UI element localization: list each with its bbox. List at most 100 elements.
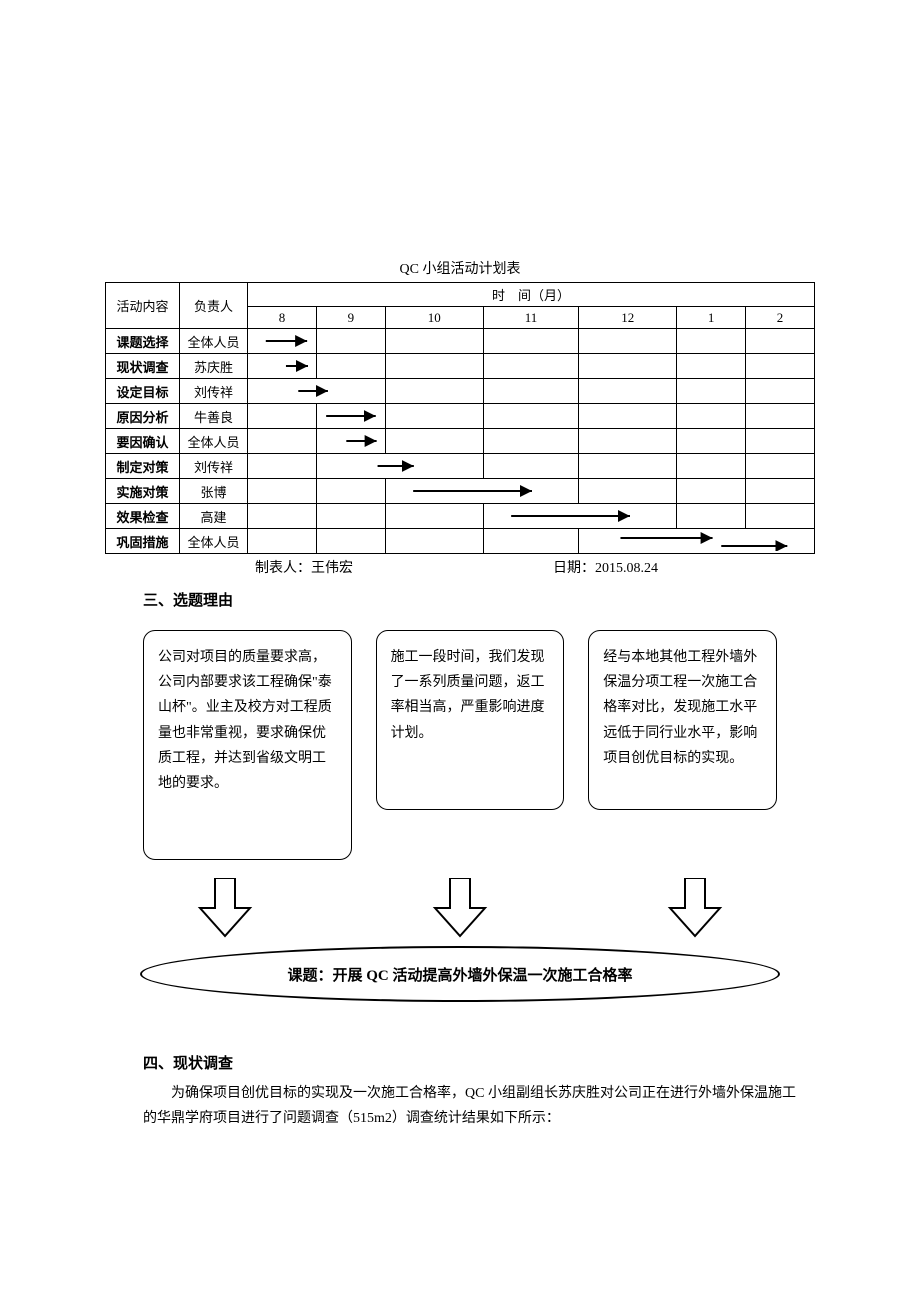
col-activity: 活动内容 [106,283,180,329]
month-header: 9 [316,307,385,329]
reason-box-3: 经与本地其他工程外墙外保温分项工程一次施工合格率对比，发现施工水平远低于同行业水… [588,630,777,810]
gantt-cell [579,404,677,429]
gantt-cell [677,379,746,404]
gantt-cell [746,504,815,529]
person-cell: 苏庆胜 [180,354,248,379]
down-arrow-icon [195,878,255,938]
gantt-cell [316,354,385,379]
col-time: 时 间（月） [248,283,815,307]
gantt-cell [316,529,385,554]
gantt-cell [316,329,385,354]
down-arrows-row [195,878,725,938]
person-cell: 牛善良 [180,404,248,429]
gantt-cell [385,429,483,454]
table-row: 制定对策刘传祥 [106,454,815,479]
topic-ellipse: 课题：开展 QC 活动提高外墙外保温一次施工合格率 [140,946,780,1002]
gantt-cell [579,454,677,479]
reason-box-2: 施工一段时间，我们发现了一系列质量问题，返工率相当高，严重影响进度计划。 [376,630,565,810]
gantt-cell [483,379,579,404]
gantt-cell [483,529,579,554]
gantt-cell [677,454,746,479]
gantt-cell [248,504,317,529]
person-cell: 张博 [180,479,248,504]
gantt-cell [483,429,579,454]
down-arrow-icon [665,878,725,938]
gantt-cell [248,354,317,379]
person-cell: 刘传祥 [180,454,248,479]
section4-body: 为确保项目创优目标的实现及一次施工合格率，QC 小组副组长苏庆胜对公司正在进行外… [143,1081,815,1131]
gantt-cell [579,329,677,354]
month-header: 10 [385,307,483,329]
person-cell: 全体人员 [180,429,248,454]
table-row: 现状调查苏庆胜 [106,354,815,379]
gantt-cell [677,404,746,429]
activity-cell: 制定对策 [106,454,180,479]
person-cell: 全体人员 [180,529,248,554]
month-header: 1 [677,307,746,329]
gantt-cell [248,454,317,479]
gantt-cell [316,429,385,454]
table-row: 巩固措施全体人员 [106,529,815,554]
reason-box-1: 公司对项目的质量要求高，公司内部要求该工程确保"泰山杯"。业主及校方对工程质量也… [143,630,352,860]
table-row: 原因分析牛善良 [106,404,815,429]
topic-text: 课题：开展 QC 活动提高外墙外保温一次施工合格率 [287,964,632,985]
table-foot-author: 制表人：王伟宏 [255,557,353,577]
gantt-cell [746,354,815,379]
table-row: 设定目标刘传祥 [106,379,815,404]
gantt-cell [385,329,483,354]
month-header: 11 [483,307,579,329]
gantt-cell [746,429,815,454]
gantt-cell [248,329,317,354]
gantt-cell [385,379,483,404]
month-header: 8 [248,307,317,329]
gantt-cell [483,404,579,429]
gantt-cell [385,479,579,504]
activity-cell: 巩固措施 [106,529,180,554]
gantt-cell [746,479,815,504]
gantt-cell [248,379,386,404]
gantt-cell [483,354,579,379]
gantt-cell [579,429,677,454]
gantt-cell [248,404,317,429]
activity-cell: 原因分析 [106,404,180,429]
gantt-cell [579,529,815,554]
gantt-cell [677,354,746,379]
gantt-cell [385,504,483,529]
gantt-cell [248,429,317,454]
activity-cell: 实施对策 [106,479,180,504]
gantt-cell [248,529,317,554]
table-foot-date: 日期：2015.08.24 [553,557,658,577]
table-row: 课题选择全体人员 [106,329,815,354]
reason-boxes: 公司对项目的质量要求高，公司内部要求该工程确保"泰山杯"。业主及校方对工程质量也… [143,630,777,860]
gantt-cell [385,354,483,379]
gantt-cell [316,404,385,429]
gantt-cell [316,504,385,529]
gantt-cell [579,354,677,379]
activity-cell: 设定目标 [106,379,180,404]
month-header: 12 [579,307,677,329]
gantt-cell [677,329,746,354]
gantt-cell [385,404,483,429]
gantt-cell [316,479,385,504]
gantt-cell [483,504,677,529]
activity-cell: 效果检查 [106,504,180,529]
activity-cell: 现状调查 [106,354,180,379]
person-cell: 高建 [180,504,248,529]
gantt-cell [483,329,579,354]
schedule-table: 活动内容 负责人 时 间（月） 8910111212 课题选择全体人员现状调查苏… [105,282,815,554]
section4-head: 四、现状调查 [143,1052,815,1073]
gantt-cell [579,379,677,404]
person-cell: 全体人员 [180,329,248,354]
activity-cell: 课题选择 [106,329,180,354]
gantt-cell [385,529,483,554]
gantt-cell [677,504,746,529]
gantt-cell [746,404,815,429]
month-header: 2 [746,307,815,329]
gantt-cell [579,479,677,504]
table-row: 效果检查高建 [106,504,815,529]
gantt-cell [746,454,815,479]
person-cell: 刘传祥 [180,379,248,404]
activity-cell: 要因确认 [106,429,180,454]
col-person: 负责人 [180,283,248,329]
gantt-cell [677,429,746,454]
